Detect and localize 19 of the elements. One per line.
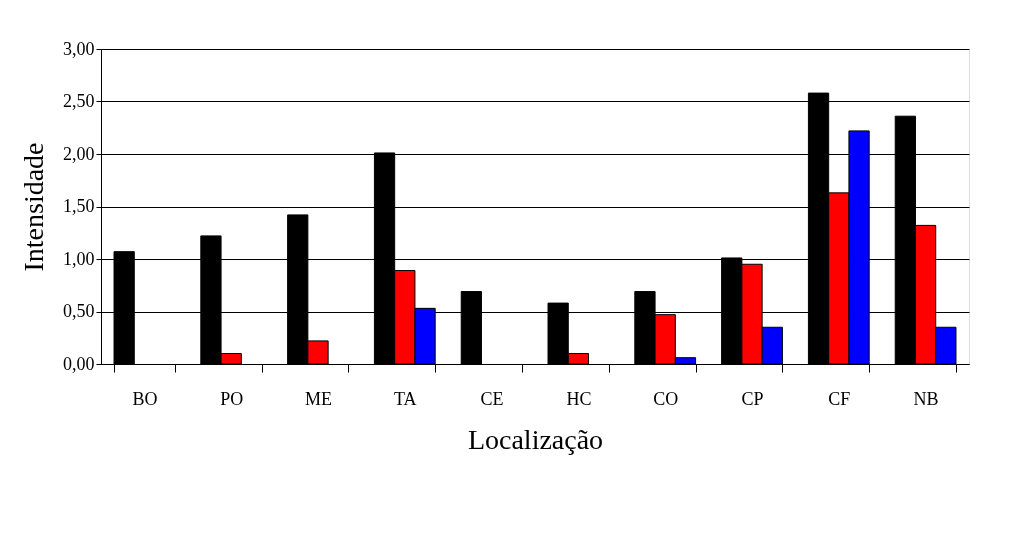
- x-tick-label: HC: [566, 388, 592, 409]
- y-tick-label: 2,50: [63, 91, 95, 111]
- x-tick-label: CF: [828, 388, 851, 409]
- x-tick-label: CE: [480, 388, 504, 409]
- y-axis-title: Intensidade: [18, 142, 49, 272]
- x-tick-label: CO: [653, 388, 679, 409]
- x-tick-label: TA: [394, 388, 417, 409]
- x-tick-label: PO: [220, 388, 244, 409]
- y-tick-label: 1,00: [63, 248, 95, 269]
- x-tick-label: ME: [305, 388, 332, 409]
- x-tick-label: BO: [132, 388, 158, 409]
- x-tick-label: NB: [913, 388, 939, 409]
- y-tick-label: 1,50: [63, 196, 95, 216]
- x-axis-title: Localização: [467, 423, 604, 455]
- y-tick-label: 0,00: [63, 353, 95, 374]
- y-tick-label: 2,00: [63, 143, 95, 164]
- y-tick-label: 0,50: [63, 301, 95, 321]
- y-tick-label: 3,00: [63, 38, 95, 59]
- x-tick-label: CP: [741, 388, 764, 409]
